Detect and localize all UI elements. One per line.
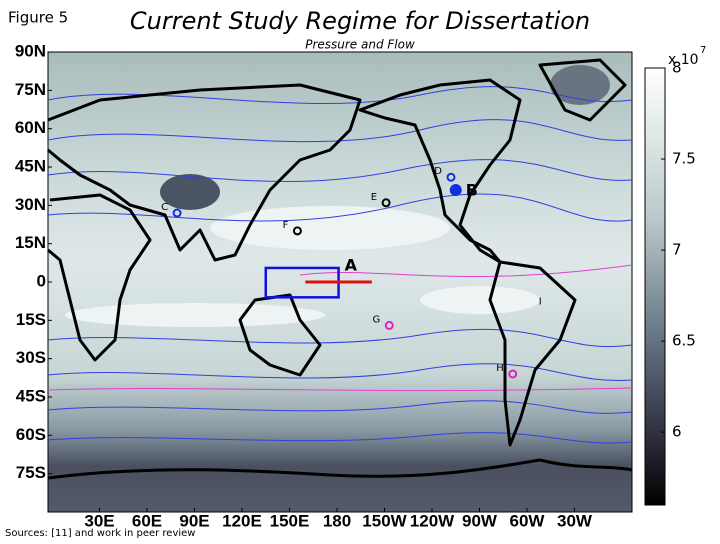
lon-tick-label: 60W	[510, 511, 546, 530]
lat-tick-label: 75N	[15, 80, 46, 99]
flow-line	[47, 400, 633, 414]
lat-tick-label: 60N	[15, 118, 46, 137]
site-label: D	[434, 166, 442, 177]
lat-tick-label: 30S	[16, 348, 46, 367]
flow-line	[47, 387, 633, 392]
colorbar-tick-label: 7.5	[672, 150, 696, 168]
flow-line	[47, 328, 633, 348]
lon-tick-label: 120E	[222, 511, 262, 530]
flow-line	[47, 119, 633, 143]
coastline	[47, 83, 362, 262]
flow-line	[47, 193, 633, 222]
lon-tick-label: 150E	[270, 511, 310, 530]
lon-tick-label: 180	[323, 511, 351, 530]
colorbar-tick-label: 6	[672, 423, 682, 441]
figure-label: Figure 5	[8, 9, 68, 27]
coastline	[488, 260, 577, 447]
lon-tick-label: 30W	[557, 511, 593, 530]
colorbar-tick-label: 7	[672, 241, 682, 259]
site-marker	[508, 369, 518, 379]
lon-tick-label: 150W	[362, 511, 407, 530]
coastline	[238, 293, 322, 377]
lat-tick-label: 60S	[16, 425, 46, 444]
coastline	[47, 458, 633, 480]
lat-tick-label: 45N	[15, 157, 46, 176]
lon-tick-label: 60E	[132, 511, 162, 530]
site-label: F	[283, 220, 289, 231]
colorbar	[644, 67, 666, 506]
lat-tick-label: 45S	[16, 386, 46, 405]
site-label: E	[371, 192, 377, 203]
lat-tick-label: 75S	[16, 463, 46, 482]
colorbar-exponent-power: 7	[700, 45, 706, 56]
flow-line	[47, 159, 633, 182]
lon-tick-label: 120W	[410, 511, 455, 530]
low-pressure-cell	[160, 174, 220, 210]
lat-tick-label: 0	[37, 271, 46, 290]
colorbar-tick-label: 6.5	[672, 332, 696, 350]
lon-tick-label: 90W	[462, 511, 498, 530]
region-label: A	[345, 255, 358, 274]
lon-tick-label: 90E	[179, 511, 209, 530]
site-label: C	[161, 202, 168, 213]
site-marker	[384, 320, 394, 330]
site-marker	[449, 184, 462, 197]
coastline	[47, 193, 152, 362]
lat-tick-label: 30N	[15, 195, 46, 214]
high-pressure-cell	[65, 303, 325, 327]
lat-tick-label: 15S	[16, 310, 46, 329]
flow-line	[299, 264, 633, 278]
colorbar-tick-label: 8	[672, 59, 682, 77]
site-label: B	[466, 181, 478, 200]
site-marker	[381, 198, 391, 208]
site-label: G	[373, 314, 381, 325]
site-marker	[172, 208, 182, 218]
coastline	[358, 78, 522, 264]
map	[47, 51, 633, 513]
flow-line	[47, 363, 633, 381]
title: Current Study Regime for Dissertation	[130, 7, 590, 35]
sources: Sources: [11] and work in peer review	[5, 528, 196, 539]
site-marker	[446, 172, 456, 182]
lat-tick-label: 15N	[15, 233, 46, 252]
high-pressure-cell	[210, 206, 450, 250]
high-pressure-cell	[420, 286, 540, 314]
lat-tick-label: 90N	[15, 42, 46, 61]
flow-line	[47, 432, 633, 444]
subtitle: Pressure and Flow	[305, 38, 415, 52]
lon-tick-label: 30E	[84, 511, 114, 530]
colorbar-exponent: x 10	[668, 52, 699, 68]
site-label: I	[539, 297, 542, 308]
site-marker	[292, 226, 302, 236]
site-label: H	[496, 363, 504, 374]
coastline	[538, 58, 627, 122]
low-pressure-cell	[550, 65, 610, 105]
